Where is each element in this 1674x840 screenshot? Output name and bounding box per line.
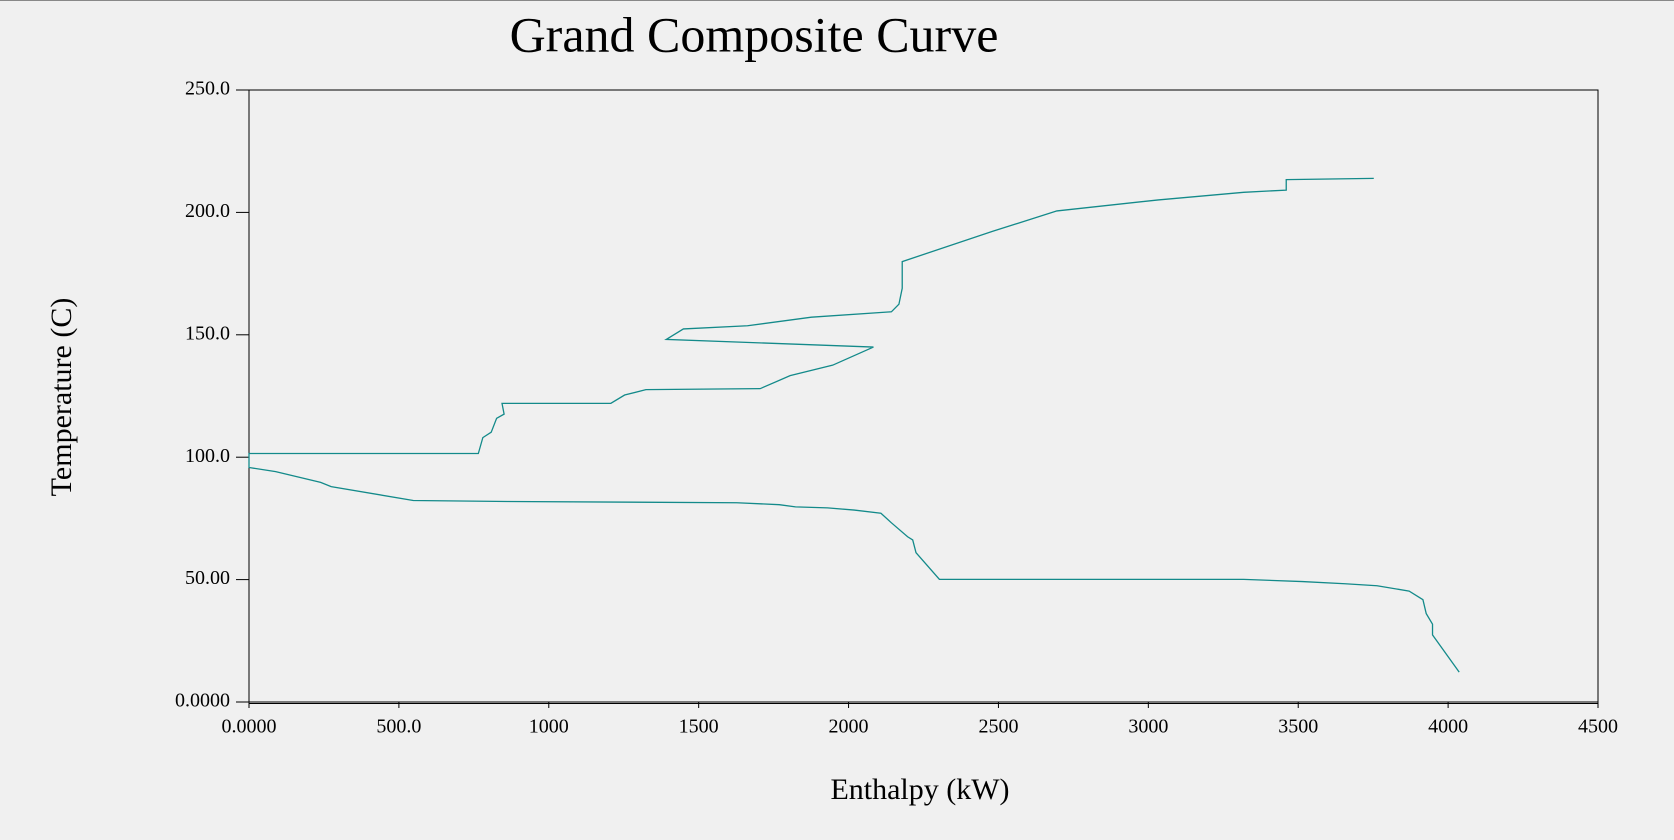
y-tick-label: 0.0000 [175,690,230,712]
curve [248,177,1460,673]
y-tick-label: 250.0 [185,78,230,100]
x-tick-label: 0.0000 [222,716,277,738]
x-tick-label: 1500 [679,716,719,738]
x-tick-label: 3000 [1128,716,1168,738]
y-tick-label: 50.00 [185,567,230,589]
y-tick-label: 200.0 [185,200,230,222]
x-tick-label: 3500 [1278,716,1318,738]
x-tick-label: 4500 [1578,716,1618,738]
x-tick-label: 2000 [829,716,869,738]
x-tick-label: 1000 [529,716,569,738]
y-tick-label: 100.0 [185,445,230,467]
y-axis-label: Temperature (C) [45,298,78,497]
x-tick-label: 500.0 [376,716,421,738]
x-tick-label: 2500 [978,716,1018,738]
x-axis-label: Enthalpy (kW) [830,773,1009,806]
x-tick-label: 4000 [1428,716,1468,738]
chart-title: Grand Composite Curve [510,6,999,62]
y-tick-label: 150.0 [185,322,230,344]
plot-frame [248,89,1599,703]
